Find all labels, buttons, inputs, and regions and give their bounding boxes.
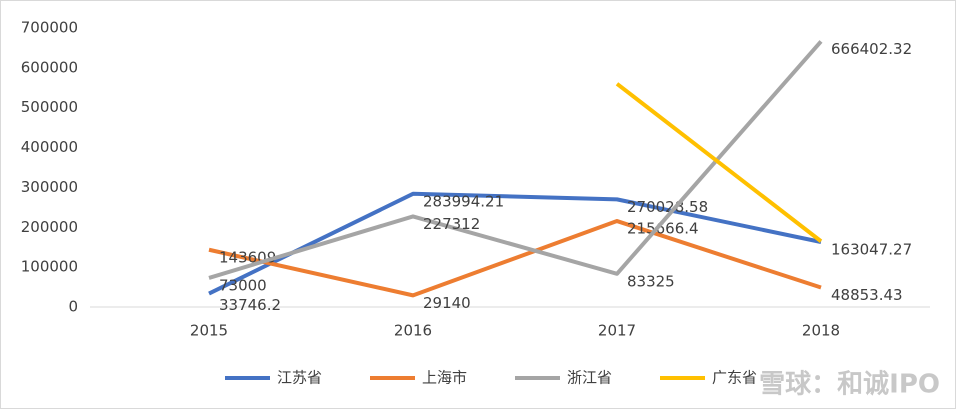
watermark: 雪球：和诚IPO [759, 370, 940, 400]
data-label: 48853.43 [831, 286, 903, 304]
y-tick-label: 300000 [21, 178, 78, 196]
data-label: 29140 [423, 294, 471, 312]
data-label: 283994.21 [423, 192, 504, 210]
legend-label: 江苏省 [277, 369, 322, 387]
data-label: 215666.4 [627, 220, 699, 238]
series-line [208, 219, 822, 298]
series-line [615, 82, 823, 243]
data-label: 227312 [423, 215, 480, 233]
data-label: 33746.2 [219, 296, 281, 314]
legend-label: 浙江省 [567, 369, 612, 387]
y-tick-label: 700000 [21, 19, 78, 37]
data-label: 83325 [627, 272, 675, 290]
data-label: 163047.27 [831, 241, 912, 259]
y-tick-label: 100000 [21, 258, 78, 276]
data-label: 666402.32 [831, 40, 912, 58]
x-tick-label: 2015 [190, 322, 228, 340]
y-tick-label: 400000 [21, 138, 78, 156]
y-tick-label: 0 [68, 298, 78, 316]
x-tick-label: 2016 [394, 322, 432, 340]
y-tick-label: 600000 [21, 58, 78, 76]
series-line [208, 191, 822, 296]
data-label: 143609 [219, 248, 276, 266]
y-tick-label: 200000 [21, 218, 78, 236]
x-tick-label: 2018 [802, 322, 840, 340]
data-label: 270028.58 [627, 198, 708, 216]
x-tick-label: 2017 [598, 322, 636, 340]
legend-label: 广东省 [712, 369, 757, 387]
data-label: 73000 [219, 276, 267, 294]
series-line [208, 40, 823, 280]
legend-label: 上海市 [422, 369, 467, 387]
y-tick-label: 500000 [21, 98, 78, 116]
